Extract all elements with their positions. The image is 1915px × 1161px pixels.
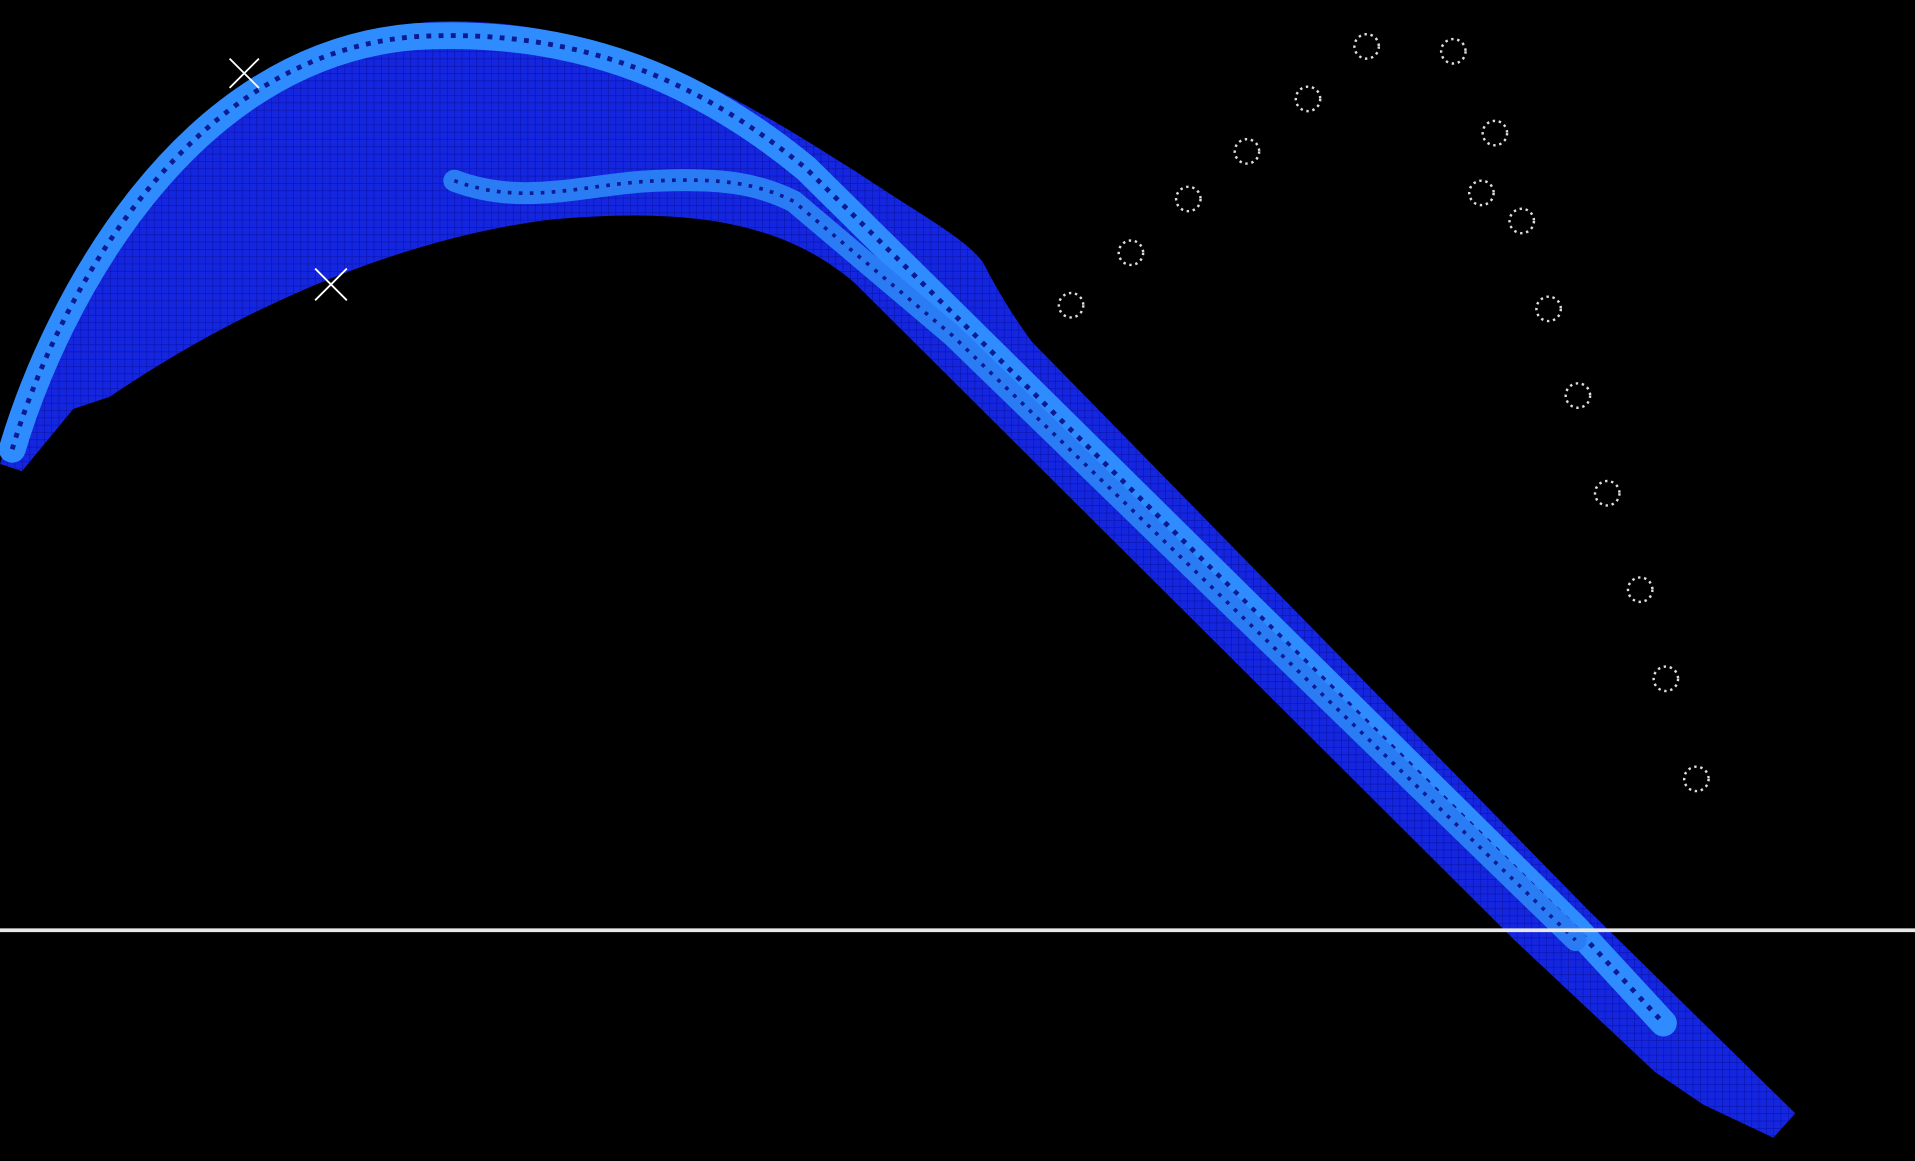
marker (1682, 765, 1710, 793)
marker (1353, 32, 1381, 60)
marker (1652, 665, 1680, 693)
sparkle (314, 267, 348, 301)
marker (1294, 85, 1322, 113)
marker (1564, 382, 1592, 409)
marker (1117, 239, 1145, 267)
sparkle (228, 57, 260, 89)
light-band-mesh (9, 33, 1666, 1025)
marker (1057, 291, 1085, 319)
sparkles (228, 57, 348, 301)
marker (1593, 479, 1621, 507)
marker (1439, 37, 1467, 65)
marker (1481, 119, 1509, 147)
inner-arm-mesh (453, 178, 1577, 942)
marker (1508, 207, 1536, 235)
marker (1468, 179, 1495, 207)
dotted-markers (1057, 32, 1710, 793)
marker (1174, 185, 1202, 213)
